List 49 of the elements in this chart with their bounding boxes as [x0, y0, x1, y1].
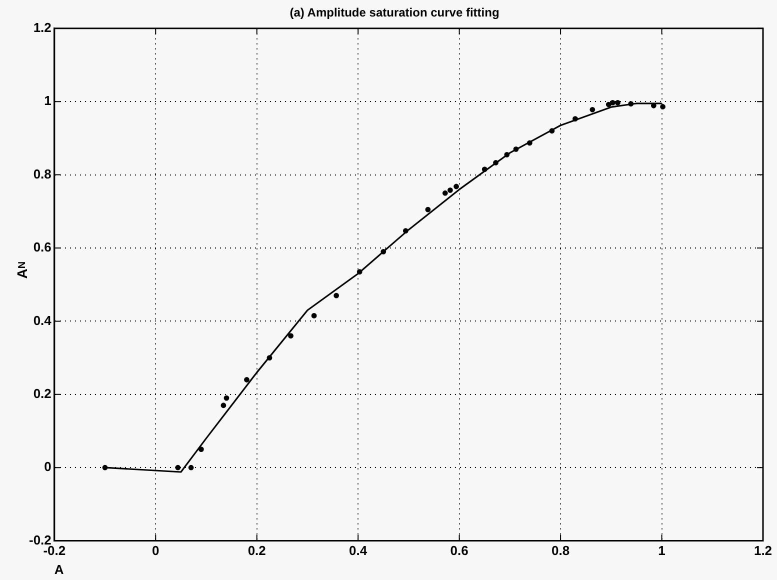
y-tick-label: -0.2 [28, 532, 52, 548]
point [526, 140, 532, 146]
point [288, 333, 294, 339]
point [402, 228, 408, 234]
y-tick-label: 0.6 [33, 240, 52, 255]
point [334, 292, 340, 298]
point [311, 313, 317, 318]
point [572, 116, 578, 122]
y-tick-label: 0 [44, 459, 52, 474]
point [650, 102, 656, 108]
x-tick-label: 0.6 [450, 543, 468, 558]
point [628, 101, 634, 106]
x-tick-label: 0 [152, 543, 160, 558]
y-tick-label: 0.4 [33, 312, 52, 328]
point [513, 146, 519, 152]
point [266, 355, 272, 360]
point [615, 100, 620, 106]
chart-title: (a) Amplitude saturation curve fitting [290, 6, 500, 20]
x-axis-title: A [54, 562, 64, 577]
point [448, 187, 453, 193]
x-tick-label: 0.4 [349, 543, 368, 558]
y-tick-label: 1 [44, 93, 52, 108]
point [220, 402, 226, 408]
point [590, 106, 596, 112]
point [244, 377, 250, 382]
point [102, 464, 108, 470]
point [175, 464, 181, 470]
x-tick-label: 1.2 [754, 543, 772, 558]
point [549, 128, 555, 134]
point [380, 248, 386, 254]
point [493, 160, 498, 166]
point [610, 100, 616, 106]
x-tick-label: 1 [658, 543, 666, 558]
point [442, 190, 448, 196]
y-tick-label: 1.2 [33, 20, 52, 35]
point [504, 152, 510, 158]
point [224, 395, 230, 401]
point [425, 206, 431, 212]
point [482, 166, 488, 172]
point [198, 446, 204, 452]
point [660, 104, 666, 110]
x-tick-label: 0.2 [248, 543, 266, 558]
y-tick-label: 0.8 [33, 166, 52, 182]
point [356, 269, 362, 274]
point [188, 464, 194, 470]
point [606, 102, 612, 108]
point [454, 184, 459, 190]
x-tick-label: 0.8 [552, 543, 570, 558]
y-tick-label: 0.2 [33, 386, 52, 401]
